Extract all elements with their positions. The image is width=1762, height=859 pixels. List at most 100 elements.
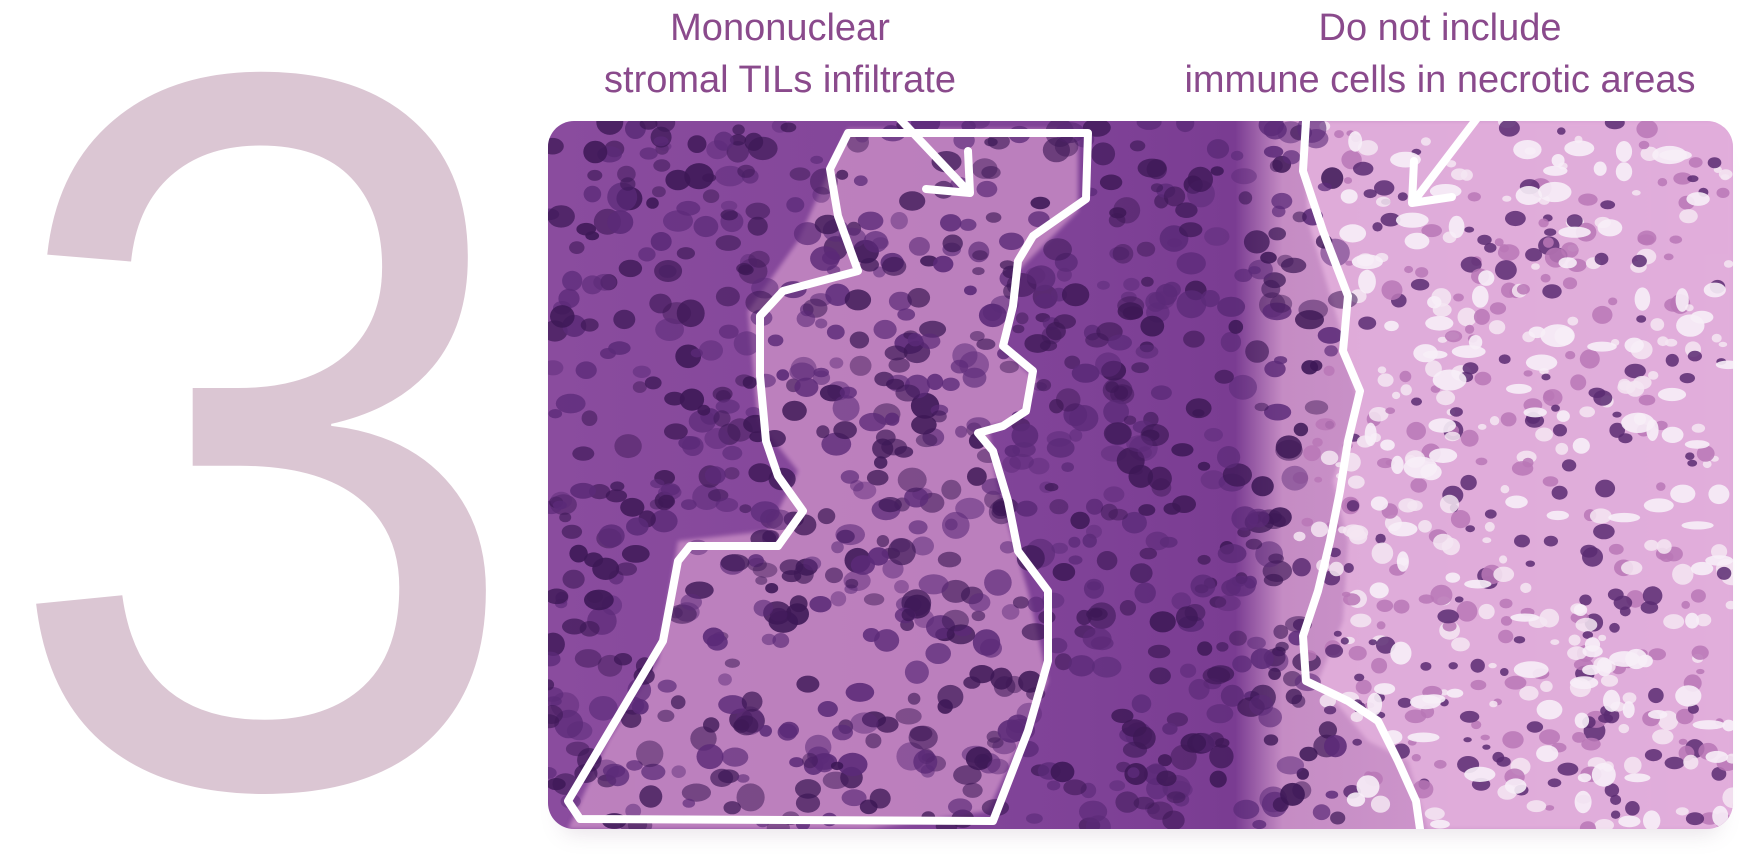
cell-nucleus [718,324,739,339]
cell-nucleus [665,169,691,191]
cell-nucleus [1171,592,1192,610]
cell-nucleus [1464,226,1475,233]
cell-nucleus [1176,121,1195,133]
cell-nucleus [1209,744,1234,769]
cell-nucleus [1400,384,1412,396]
cell-nucleus [699,340,723,361]
cell-nucleus [1557,127,1566,135]
cell-nucleus [1608,297,1618,306]
cell-nucleus [1046,431,1072,447]
cell-nucleus [1354,673,1365,682]
cell-nucleus [1091,656,1122,678]
cell-nucleus [1170,744,1197,770]
cell-nucleus [548,360,564,376]
cell-nucleus [1376,196,1391,207]
cell-nucleus [1329,561,1344,577]
cell-nucleus [655,318,684,341]
cell-nucleus [1608,543,1624,555]
cell-nucleus [1231,168,1257,185]
cell-nucleus [596,121,624,135]
cell-nucleus [841,789,867,807]
vacuole [1445,572,1461,583]
cell-nucleus [1493,566,1515,582]
cell-nucleus [790,356,817,381]
cell-nucleus [999,541,1016,554]
cell-nucleus [1377,366,1387,374]
cell-nucleus [908,725,938,750]
cell-nucleus [942,234,963,253]
cell-nucleus [1672,563,1694,585]
cell-nucleus [999,232,1024,250]
cell-nucleus [1553,424,1567,437]
cell-nucleus [559,512,572,523]
cell-nucleus [1679,209,1698,224]
cell-nucleus [1054,653,1072,671]
cell-nucleus [1281,465,1309,491]
cell-nucleus [598,524,625,548]
cell-nucleus [1112,244,1134,264]
cell-nucleus [1407,500,1423,511]
vacuole [1388,521,1418,537]
cell-nucleus [1579,594,1592,606]
cell-nucleus [955,425,968,438]
cell-nucleus [639,121,658,130]
vacuole [1422,694,1446,704]
cell-nucleus [1575,617,1598,632]
cell-nucleus [1183,330,1205,348]
cell-nucleus [1502,195,1512,202]
cell-nucleus [1488,662,1497,669]
cell-nucleus [715,286,740,307]
cell-nucleus [613,309,636,330]
cell-nucleus [1086,524,1102,539]
cell-nucleus [1176,290,1207,319]
cell-nucleus [1201,290,1220,308]
cell-nucleus [1167,238,1182,248]
cell-nucleus [670,695,686,710]
cell-nucleus [1012,324,1025,334]
cell-nucleus [803,556,822,571]
cell-nucleus [1334,130,1344,139]
vacuole [1705,555,1733,566]
cell-nucleus [1270,294,1293,313]
vacuole [1715,360,1733,370]
cell-nucleus [1209,596,1227,608]
cell-nucleus [1696,668,1705,675]
vacuole [1430,819,1450,829]
cell-nucleus [1052,563,1076,581]
cell-nucleus [822,771,849,789]
cell-nucleus [1263,145,1284,158]
cell-nucleus [1109,246,1130,261]
cell-nucleus [687,135,707,153]
cell-nucleus [1343,177,1353,184]
cell-nucleus [1631,254,1647,268]
cell-nucleus [908,520,928,535]
cell-nucleus [724,467,740,480]
cell-nucleus [588,696,618,721]
cell-nucleus [1238,191,1253,205]
cell-nucleus [1051,542,1068,554]
cell-nucleus [684,163,714,190]
cell-nucleus [1049,499,1069,515]
cell-nucleus [759,725,772,737]
cell-nucleus [911,536,934,556]
cell-nucleus [1475,457,1488,466]
vacuole [1464,766,1496,783]
cell-nucleus [1176,252,1206,275]
cell-nucleus [941,609,969,632]
cell-nucleus [816,425,830,439]
cell-nucleus [1015,312,1029,325]
cell-nucleus [1310,521,1329,538]
cell-nucleus [997,719,1026,743]
cell-nucleus [736,774,750,783]
cell-nucleus [1644,749,1663,762]
cell-nucleus [1292,211,1307,223]
cell-nucleus [1418,594,1435,604]
vacuole [1657,387,1687,402]
cell-nucleus [1412,780,1434,799]
cell-nucleus [1317,327,1343,344]
cell-nucleus [1594,252,1609,266]
cell-nucleus [945,518,958,531]
cell-nucleus [969,665,995,684]
cell-nucleus [1245,538,1263,550]
caption-necrotic-areas-line1: Do not include [1318,7,1562,49]
